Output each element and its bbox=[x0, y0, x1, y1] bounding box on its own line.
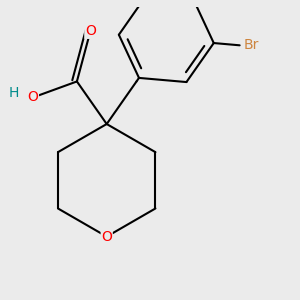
Text: O: O bbox=[101, 230, 112, 244]
Text: O: O bbox=[28, 91, 38, 104]
Text: O: O bbox=[85, 24, 96, 38]
Text: H: H bbox=[9, 86, 19, 100]
Text: Br: Br bbox=[244, 38, 260, 52]
